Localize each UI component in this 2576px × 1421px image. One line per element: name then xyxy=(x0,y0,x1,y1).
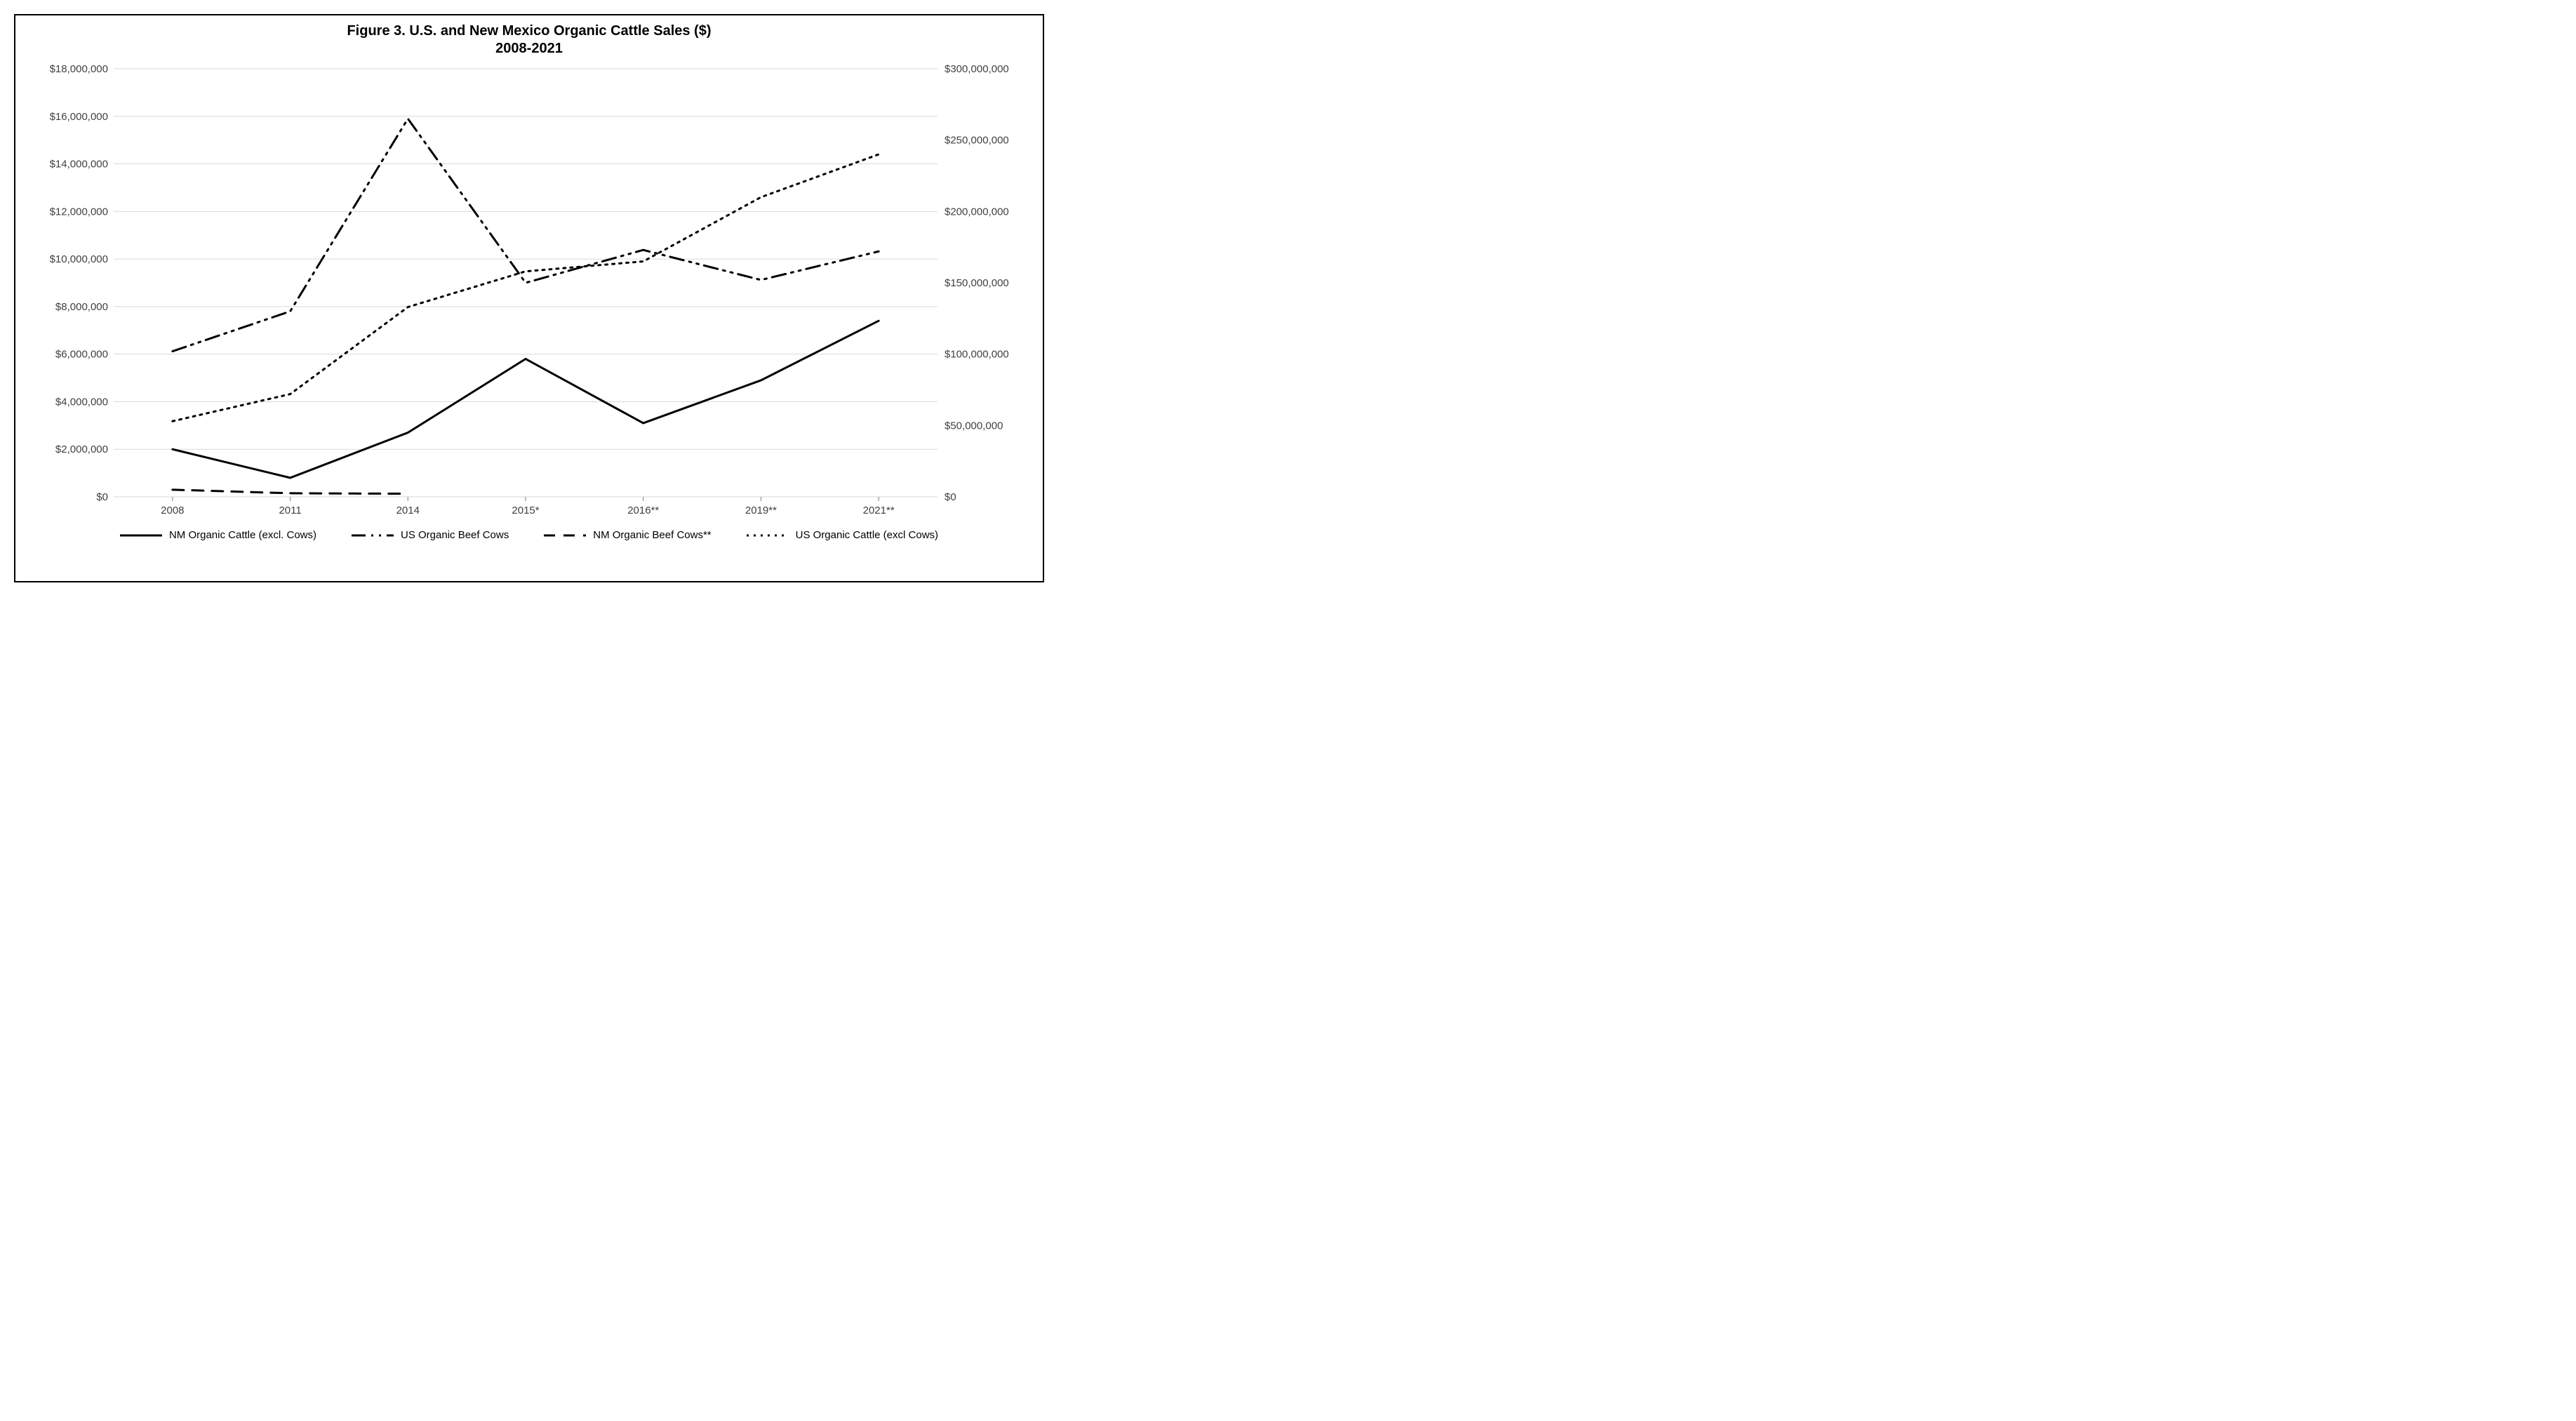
legend-label: NM Organic Cattle (excl. Cows) xyxy=(169,529,316,541)
series-line xyxy=(173,154,879,421)
y-right-tick-label: $0 xyxy=(945,491,956,503)
y-left-tick-label: $12,000,000 xyxy=(50,206,108,218)
chart-title-line2: 2008-2021 xyxy=(29,40,1029,58)
y-left-tick-label: $0 xyxy=(96,491,108,503)
y-left-tick-label: $14,000,000 xyxy=(50,159,108,171)
x-tick-label: 2016** xyxy=(627,505,659,516)
legend-label: US Organic Cattle (excl Cows) xyxy=(796,529,938,541)
legend-swatch xyxy=(352,531,394,540)
x-tick-label: 2015* xyxy=(512,505,539,516)
series-line xyxy=(173,490,408,494)
series-line xyxy=(173,321,879,478)
legend-item: US Organic Cattle (excl Cows) xyxy=(747,529,938,541)
legend-swatch xyxy=(747,531,789,540)
y-right-tick-label: $200,000,000 xyxy=(945,206,1009,218)
y-right-tick-label: $300,000,000 xyxy=(945,63,1009,75)
y-left-tick-label: $10,000,000 xyxy=(50,253,108,265)
legend-item: NM Organic Beef Cows** xyxy=(544,529,711,541)
chart-title-line1: Figure 3. U.S. and New Mexico Organic Ca… xyxy=(29,22,1029,40)
plot-area: $0 $2,000,000 $4,000,000 $6,000,000 $8,000,0… xyxy=(29,62,1029,525)
chart-title: Figure 3. U.S. and New Mexico Organic Ca… xyxy=(29,22,1029,58)
y-left-tick-label: $6,000,000 xyxy=(55,349,108,361)
x-tick-label: 2019** xyxy=(745,505,777,516)
y-right-tick-label: $150,000,000 xyxy=(945,277,1009,289)
legend-label: NM Organic Beef Cows** xyxy=(593,529,711,541)
y-left-tick-label: $16,000,000 xyxy=(50,111,108,123)
legend-item: US Organic Beef Cows xyxy=(352,529,509,541)
legend-item: NM Organic Cattle (excl. Cows) xyxy=(120,529,316,541)
series-line xyxy=(173,119,879,351)
x-tick-label: 2011 xyxy=(279,505,301,516)
y-right-tick-label: $50,000,000 xyxy=(945,420,1003,432)
plot-svg: $0 $2,000,000 $4,000,000 $6,000,000 $8,000,0… xyxy=(29,62,1029,525)
y-left-tick-label: $4,000,000 xyxy=(55,396,108,408)
x-tick-label: 2008 xyxy=(161,505,184,516)
x-tick-label: 2014 xyxy=(396,505,420,516)
y-right-tick-label: $100,000,000 xyxy=(945,349,1009,361)
legend: NM Organic Cattle (excl. Cows) US Organic… xyxy=(29,529,1029,541)
y-left-tick-label: $18,000,000 xyxy=(50,63,108,75)
legend-swatch xyxy=(120,531,162,540)
chart-container: Figure 3. U.S. and New Mexico Organic Ca… xyxy=(14,14,1044,582)
y-left-tick-label: $2,000,000 xyxy=(55,443,108,455)
y-right-tick-label: $250,000,000 xyxy=(945,135,1009,147)
y-left-tick-label: $8,000,000 xyxy=(55,301,108,313)
x-tick-label: 2021** xyxy=(863,505,895,516)
legend-swatch xyxy=(544,531,586,540)
legend-label: US Organic Beef Cows xyxy=(401,529,509,541)
